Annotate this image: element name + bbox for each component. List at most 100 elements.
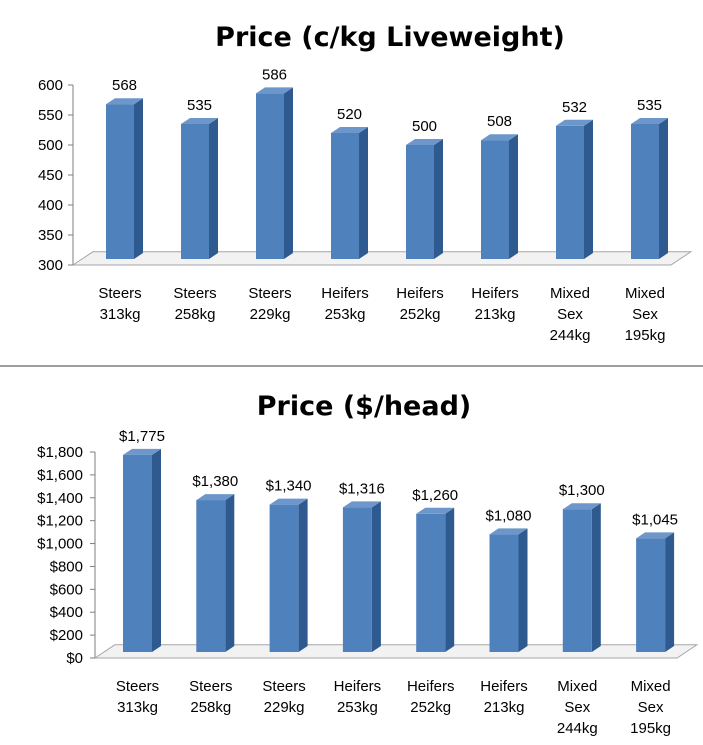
chart2-category-label: Heifers 253kg (334, 678, 382, 716)
chart2-data-label: $1,775 (119, 428, 165, 445)
chart1-bar-side (584, 119, 593, 259)
chart1-category-label: Heifers 213kg (471, 285, 519, 323)
chart2-y-tick-label: $1,200 (37, 513, 83, 530)
chart2-bar-front (269, 504, 299, 652)
chart2-floor (93, 644, 699, 659)
chart1-y-tick-label: 500 (38, 137, 63, 154)
chart2-bar-top (196, 494, 235, 501)
chart1-category-label: Mixed Sex 244kg (550, 285, 591, 344)
chart1-bar-side (359, 127, 368, 259)
chart2-bar-side (591, 503, 601, 652)
chart2-bar (636, 532, 675, 652)
chart2-bar (416, 507, 455, 652)
chart2-bar-front (416, 513, 446, 652)
chart1-bar (631, 118, 668, 259)
chart2-bar-side (518, 528, 528, 652)
chart1-bar-side (434, 139, 443, 259)
chart2-bar-front (196, 500, 226, 652)
chart1-data-label: 586 (262, 66, 287, 83)
chart2-y-tick-label: $1,800 (37, 444, 83, 461)
chart2-bar-front (342, 507, 372, 652)
chart1-data-label: 500 (412, 118, 437, 135)
chart1-bar-front (256, 93, 284, 260)
chart1-data-label: 520 (337, 106, 362, 123)
chart2-data-label: $1,380 (192, 473, 238, 490)
chart1-category-label: Mixed Sex 195kg (625, 285, 666, 344)
chart2-category-label: Steers 258kg (189, 678, 232, 716)
chart1-bar-front (181, 124, 209, 259)
chart1-y-tick-label: 450 (38, 167, 63, 184)
chart1-bar-side (284, 87, 293, 260)
chart2-bar-top (269, 498, 308, 505)
chart2-y-tick-label: $200 (50, 627, 83, 644)
chart1-category-label: Steers 313kg (98, 285, 141, 323)
chart2-bar-top (489, 528, 528, 535)
chart1-bar (181, 118, 218, 259)
chart2-bar-front (489, 534, 519, 652)
chart2-bar-top (562, 503, 601, 510)
chart1-bar (556, 119, 593, 259)
chart2-price-per-head: $0 $200 $400 $600 $800 $1,000 $1,200 $1,400 $1,6… (37, 428, 699, 737)
chart1-price-c-per-kg: 300 350 400 450 500 550 600 568 Steers 313kg 535 St… (38, 66, 693, 344)
chart1-bar-top (256, 87, 293, 94)
chart2-y-tick-label: $600 (50, 581, 83, 598)
chart1-bar (106, 98, 143, 259)
chart2-data-label: $1,316 (339, 480, 385, 497)
chart2-category-label: Steers 313kg (116, 678, 159, 716)
chart2-y-tick-label: $0 (66, 650, 83, 667)
chart1-bar-front (106, 104, 134, 259)
chart1-bar (481, 134, 518, 259)
chart2-bar (562, 503, 601, 652)
chart1-bar-top (481, 134, 518, 141)
chart2-bar-side (225, 494, 235, 652)
chart1-category-label: Steers 229kg (248, 285, 291, 323)
chart1-bar-side (509, 134, 518, 259)
chart1-data-label: 532 (562, 99, 587, 116)
chart2-bar-side (665, 532, 675, 652)
chart1-title: Price (c/kg Liveweight) (215, 22, 565, 53)
chart2-category-label: Mixed Sex 195kg (630, 678, 671, 737)
chart2-y-tick-label: $1,600 (37, 467, 83, 484)
chart2-y-tick-label: $400 (50, 604, 83, 621)
chart1-bar (331, 127, 368, 259)
chart1-bar-side (134, 98, 143, 259)
chart1-bar-side (209, 118, 218, 259)
chart1-bar (256, 87, 293, 260)
chart2-bar-front (636, 538, 666, 652)
chart2-bar-top (636, 532, 675, 539)
chart1-y-tick-label: 350 (38, 227, 63, 244)
chart2-bar (196, 494, 235, 652)
chart2-category-label: Heifers 213kg (480, 678, 528, 716)
chart1-bar-top (556, 119, 593, 126)
chart2-category-label: Steers 229kg (262, 678, 305, 716)
chart1-data-label: 535 (187, 97, 212, 114)
chart2-data-label: $1,300 (559, 482, 605, 499)
chart2-data-label: $1,340 (266, 478, 312, 495)
chart1-bar (406, 139, 443, 259)
chart1-bar-front (556, 125, 584, 259)
chart1-bar-front (481, 140, 509, 259)
chart1-y-tick-label: 550 (38, 107, 63, 124)
chart2-bar-side (445, 507, 455, 652)
chart1-data-label: 535 (637, 97, 662, 114)
chart2-bar (269, 498, 308, 652)
chart1-bar-side (659, 118, 668, 259)
chart2-bar (342, 501, 381, 652)
chart2-data-label: $1,260 (412, 487, 458, 504)
chart1-y-tick-label: 400 (38, 197, 63, 214)
chart1-bar-top (331, 127, 368, 133)
chart1-bar-top (631, 118, 668, 124)
chart2-bar-front (123, 454, 152, 652)
chart1-bar-top (181, 118, 218, 124)
chart1-category-label: Steers 258kg (173, 285, 216, 323)
chart2-bar-top (123, 448, 161, 455)
chart2-bar-side (152, 448, 161, 652)
chart1-bar-top (406, 139, 443, 145)
chart1-bar-top (106, 98, 143, 105)
chart1-category-label: Heifers 253kg (321, 285, 369, 323)
chart1-y-tick-label: 600 (38, 77, 63, 94)
chart1-data-label: 508 (487, 113, 512, 130)
chart1-bar-front (331, 133, 359, 259)
chart1-data-label: 568 (112, 77, 137, 94)
